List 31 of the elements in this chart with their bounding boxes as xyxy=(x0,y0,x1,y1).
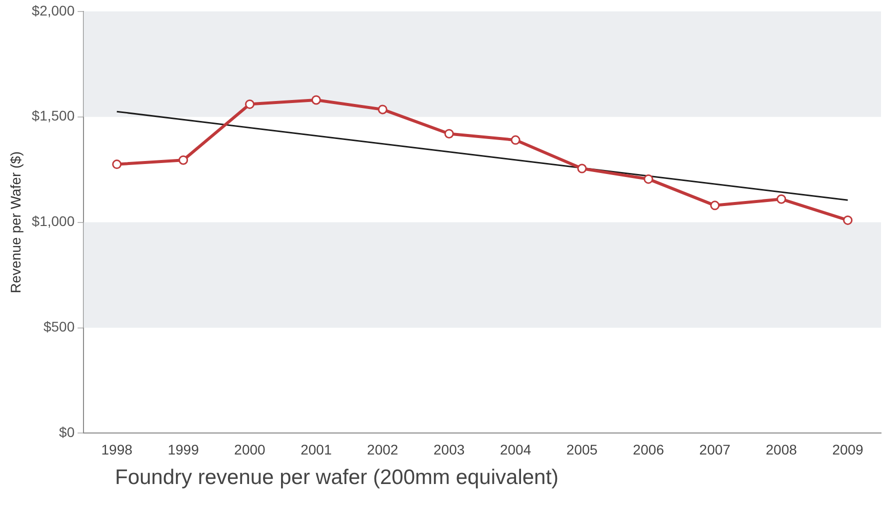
point xyxy=(112,160,122,170)
point xyxy=(577,164,587,174)
y-axis-title: Revenue per Wafer ($) xyxy=(7,151,24,294)
x-tick-label: 1999 xyxy=(168,441,200,458)
x-tick-label: 2009 xyxy=(832,441,864,458)
point xyxy=(311,95,321,105)
x-tick-label: 2002 xyxy=(367,441,398,458)
point xyxy=(244,99,254,109)
x-tick-label: 2003 xyxy=(434,441,465,458)
point xyxy=(378,104,388,114)
x-tick-label: 2007 xyxy=(699,441,731,458)
text: Foundry revenue per wafer (200mm equivalent) xyxy=(115,466,559,490)
point xyxy=(710,200,720,210)
y-tick-label: $2,000 xyxy=(32,2,75,18)
y-tick-label: $0 xyxy=(59,424,75,440)
x-tick-label: 2000 xyxy=(234,441,266,458)
point xyxy=(843,215,853,225)
x-tick-label: 2004 xyxy=(500,441,532,458)
x-tick-label: 1998 xyxy=(101,441,133,458)
x-tick-label: 2001 xyxy=(300,441,332,458)
y-tick-label: $1,000 xyxy=(32,213,75,230)
point xyxy=(776,194,786,204)
y-tick-label: $1,500 xyxy=(32,108,75,124)
x-tick-label: 2006 xyxy=(632,441,664,458)
x-tick-label: 2008 xyxy=(766,441,798,458)
point xyxy=(644,174,654,184)
point xyxy=(510,135,520,145)
point xyxy=(444,128,454,138)
point xyxy=(178,155,188,165)
x-tick-label: 2005 xyxy=(566,441,598,458)
y-tick-label: $500 xyxy=(43,318,75,335)
